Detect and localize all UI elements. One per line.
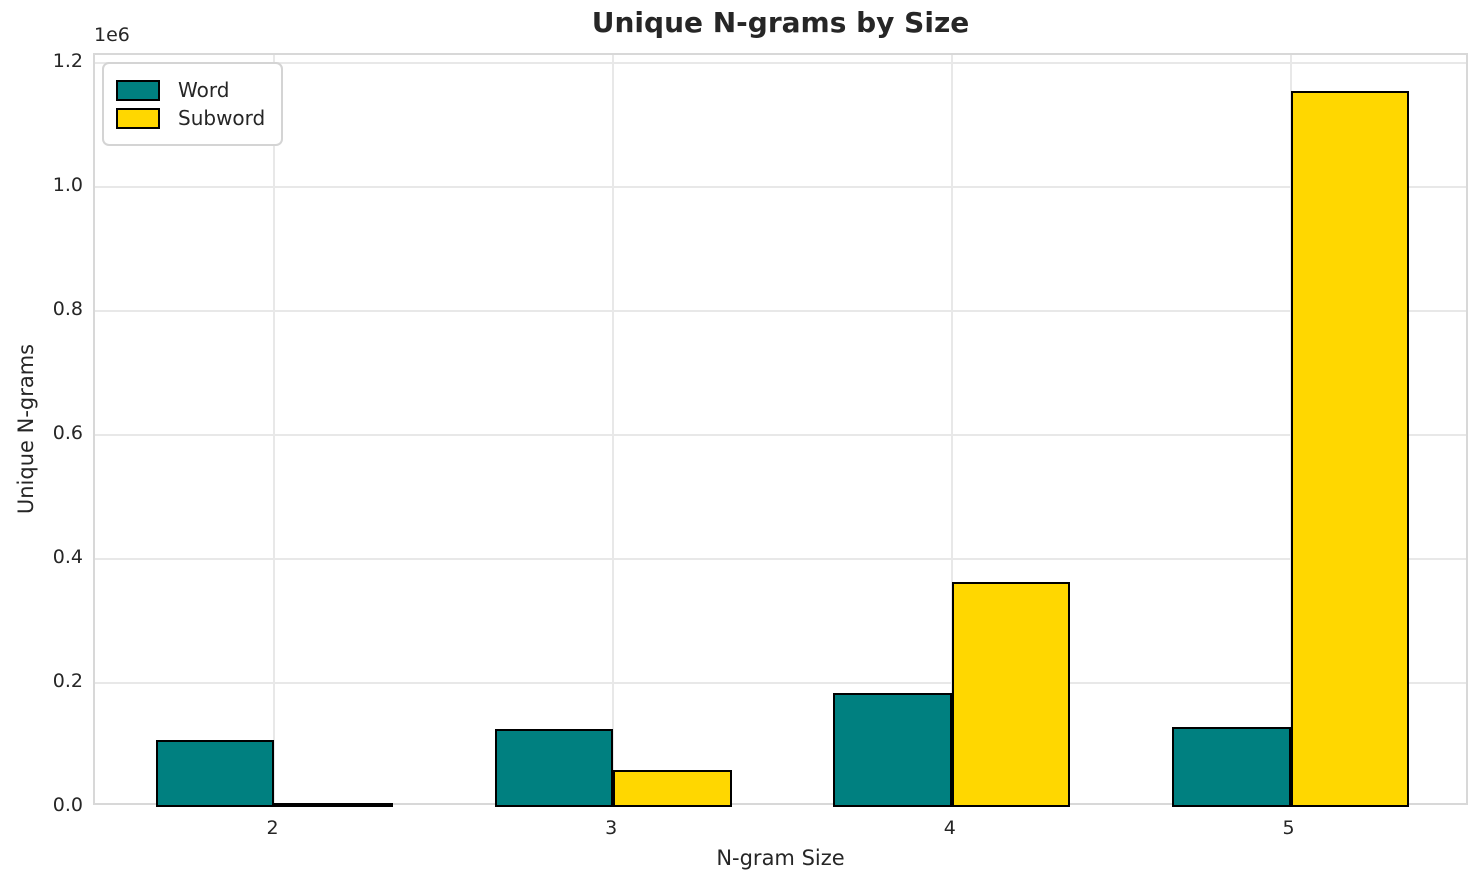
plot-area: Word Subword [93, 53, 1468, 807]
bar-word-2 [155, 740, 275, 807]
y-tick-label-1.0: 1.0 [52, 174, 83, 197]
x-axis-label: N-gram Size [716, 846, 845, 870]
x-tick-label-2: 2 [266, 817, 279, 839]
x-tick-label-3: 3 [605, 817, 618, 839]
legend-label-subword: Subword [178, 106, 266, 130]
bar-subword-4 [951, 581, 1071, 807]
y-tick-label-0.2: 0.2 [52, 670, 83, 692]
h-gridline-0.8 [95, 310, 1466, 313]
bar-word-3 [494, 728, 614, 807]
h-gridline-0.6 [95, 434, 1466, 437]
bar-word-5 [1171, 727, 1291, 807]
h-gridline-0.4 [95, 558, 1466, 561]
legend-item-subword: Subword [116, 106, 265, 130]
legend: Word Subword [102, 62, 284, 146]
y-tick-label-0.0: 0.0 [52, 794, 83, 816]
chart-title: Unique N-grams by Size [591, 6, 970, 39]
word-series-swatch [116, 79, 160, 101]
y-tick-label-0.8: 0.8 [52, 298, 83, 321]
y-tick-label-0.4: 0.4 [52, 546, 83, 569]
bar-subword-5 [1290, 90, 1410, 807]
bar-subword-3 [613, 769, 732, 807]
v-gridline-3 [612, 55, 615, 803]
bar-subword-2 [274, 802, 394, 807]
v-gridline-2 [273, 55, 276, 803]
subword-series-swatch [116, 107, 160, 129]
v-gridline-4 [950, 55, 953, 803]
y-tick-label-1.2: 1.2 [52, 50, 83, 73]
h-gridline-0.2 [95, 682, 1466, 684]
bar-word-4 [833, 692, 952, 807]
y-tick-label-0.6: 0.6 [52, 422, 83, 445]
h-gridline-1.0 [95, 186, 1466, 189]
x-tick-label-4: 4 [943, 817, 956, 839]
y-axis-offset-label: 1e6 [94, 24, 130, 46]
h-gridline-1.2 [95, 62, 1466, 65]
x-tick-label-5: 5 [1282, 817, 1295, 839]
legend-label-word: Word [178, 78, 230, 102]
legend-item-word: Word [116, 78, 265, 102]
